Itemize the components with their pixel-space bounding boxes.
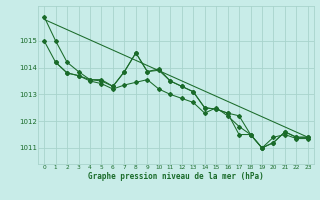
- X-axis label: Graphe pression niveau de la mer (hPa): Graphe pression niveau de la mer (hPa): [88, 172, 264, 181]
